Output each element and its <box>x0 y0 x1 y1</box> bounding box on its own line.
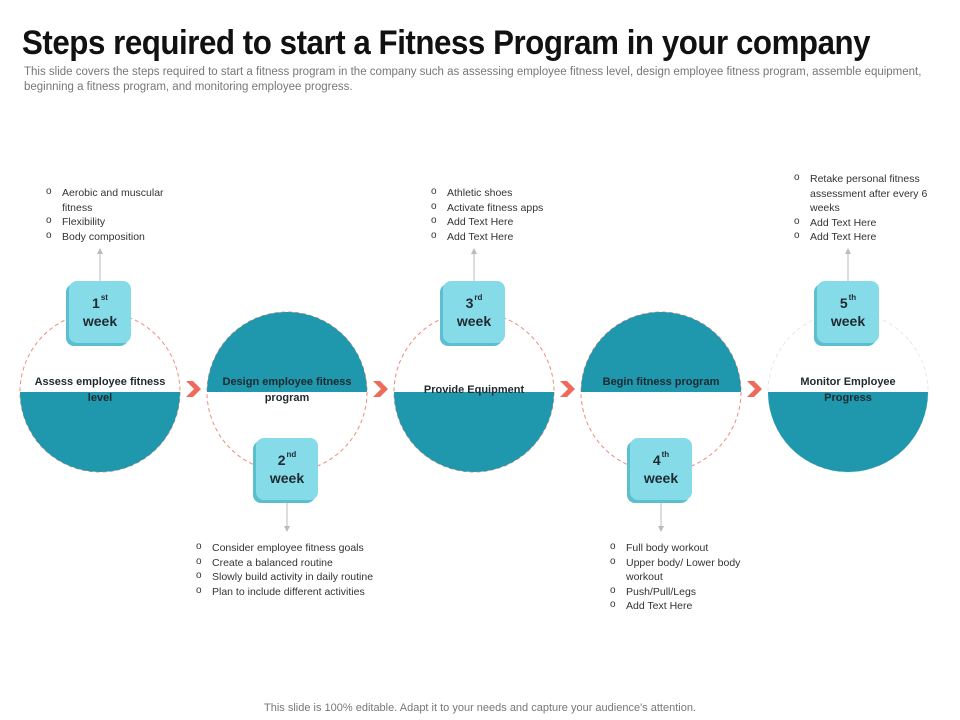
stage-label-1: Assess employee fitness level <box>34 376 166 404</box>
list-item: Flexibility <box>44 214 174 230</box>
stage-circle-4 <box>580 311 742 473</box>
list-item: Add Text Here <box>608 598 758 614</box>
week-box-1: 1st week <box>69 281 131 343</box>
list-item: Create a balanced routine <box>194 555 374 571</box>
bullet-list-3: Athletic shoes Activate fitness apps Add… <box>429 185 569 245</box>
slide-title: Steps required to start a Fitness Progra… <box>22 24 871 62</box>
list-item: Plan to include different activities <box>194 584 374 600</box>
week-box-4: 4th week <box>630 438 692 500</box>
list-item: Push/Pull/Legs <box>608 584 758 600</box>
chevron-right-icon <box>186 381 201 397</box>
chevron-right-icon <box>747 381 762 397</box>
week-box-3: 3rd week <box>443 281 505 343</box>
stage-label-5: Monitor Employee Progress <box>800 376 896 404</box>
bullet-list-5: Retake personal fitness assessment after… <box>792 171 940 245</box>
list-item: Athletic shoes <box>429 185 569 201</box>
week-box-2: 2nd week <box>256 438 318 500</box>
list-item: Full body workout <box>608 540 758 556</box>
stage-circle-3 <box>393 311 555 473</box>
list-item: Consider employee fitness goals <box>194 540 374 556</box>
list-item: Slowly build activity in daily routine <box>194 569 374 585</box>
list-item: Body composition <box>44 229 174 245</box>
stage-label-3: Provide Equipment <box>423 384 525 396</box>
stage-label-2: Design employee fitness program <box>222 376 352 404</box>
bullet-list-4: Full body workout Upper body/ Lower body… <box>608 540 758 614</box>
list-item: Add Text Here <box>792 215 940 231</box>
list-item: Retake personal fitness assessment after… <box>792 171 940 216</box>
week-box-5: 5th week <box>817 281 879 343</box>
chevron-right-icon <box>373 381 388 397</box>
list-item: Add Text Here <box>792 229 940 245</box>
list-item: Add Text Here <box>429 214 569 230</box>
chevron-right-icon <box>560 381 575 397</box>
stage-label-4: Begin fitness program <box>602 376 720 388</box>
stage-circle-2 <box>206 311 368 473</box>
list-item: Upper body/ Lower body workout <box>608 555 758 585</box>
list-item: Activate fitness apps <box>429 200 569 216</box>
list-item: Aerobic and muscular fitness <box>44 185 174 215</box>
list-item: Add Text Here <box>429 229 569 245</box>
slide-subtitle: This slide covers the steps required to … <box>24 66 922 93</box>
stage-circle-5 <box>767 311 929 473</box>
bullet-list-2: Consider employee fitness goals Create a… <box>194 540 374 600</box>
footer-note: This slide is 100% editable. Adapt it to… <box>264 702 696 714</box>
bullet-list-1: Aerobic and muscular fitness Flexibility… <box>44 185 174 245</box>
stage-circle-1 <box>19 311 181 473</box>
